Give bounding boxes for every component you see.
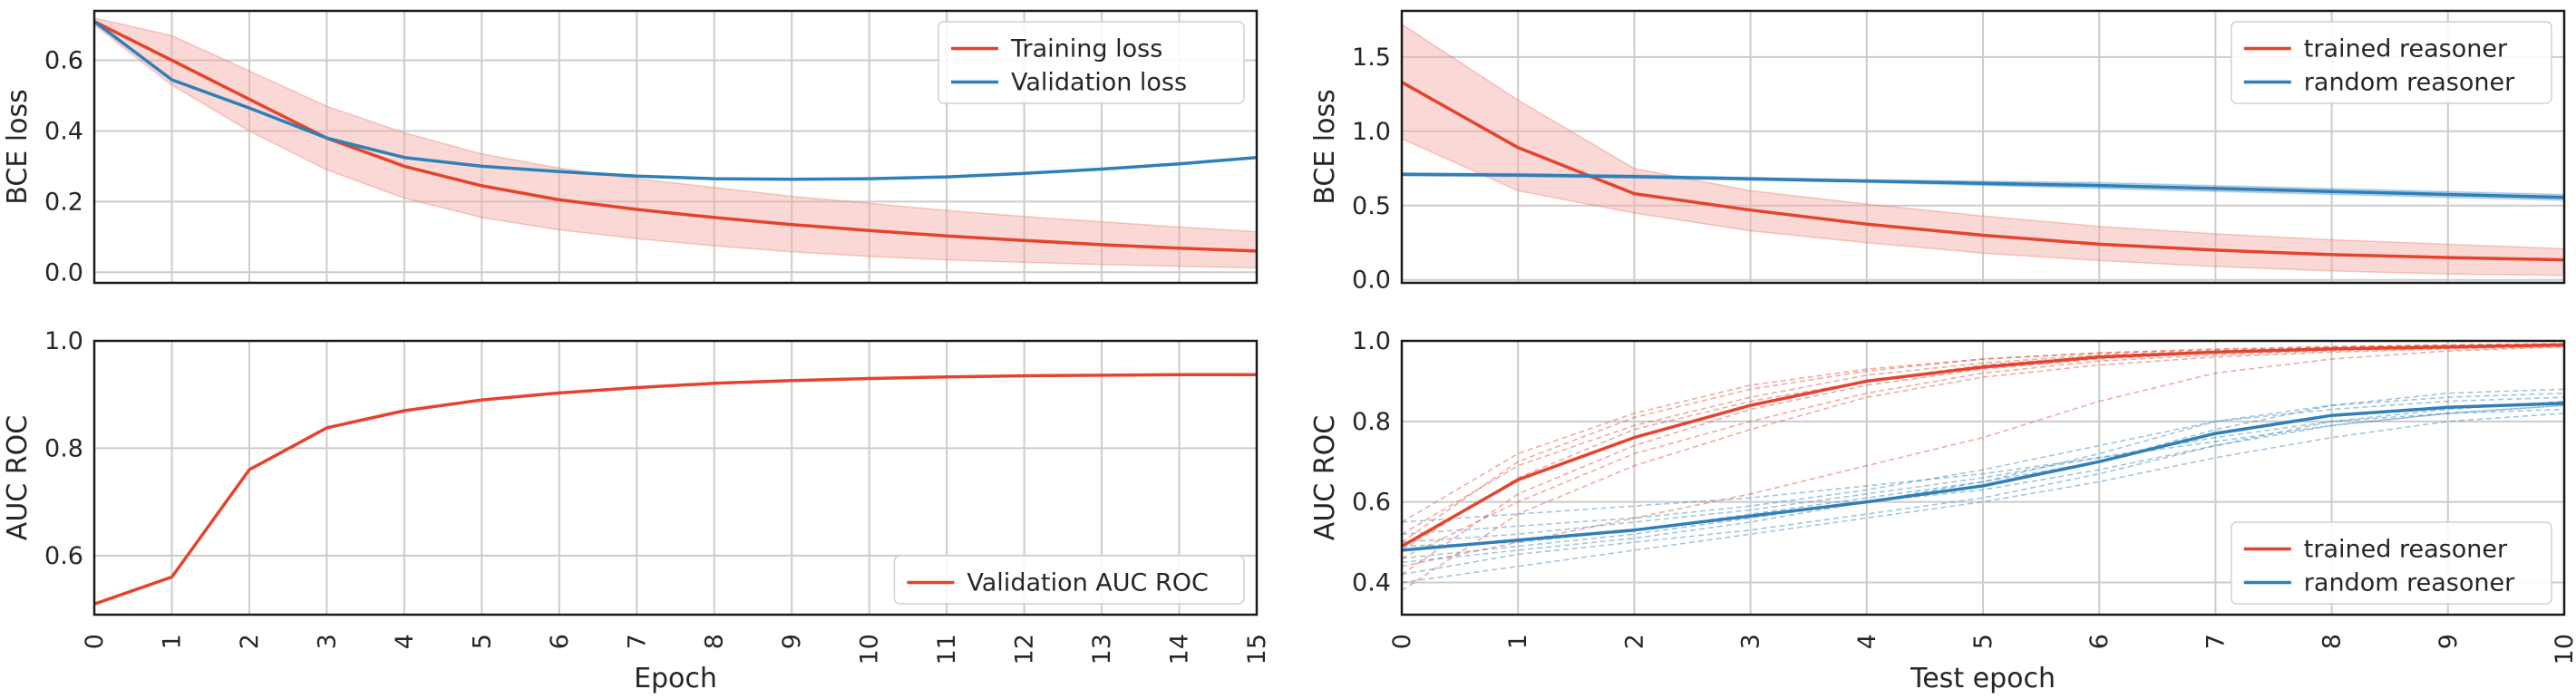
y-axis-label: AUC ROC xyxy=(2,415,34,540)
axes-frame xyxy=(1400,339,2566,616)
x-tick-label: 8 xyxy=(2318,634,2347,649)
individual-run-line-13 xyxy=(1402,404,2564,523)
axes-frame xyxy=(1400,9,2566,285)
legend-box xyxy=(893,555,1245,605)
individual-run-line-3 xyxy=(1402,343,2564,543)
individual-run-line-2 xyxy=(1402,345,2564,559)
series-line-0 xyxy=(94,373,1257,606)
individual-run-line-14 xyxy=(1402,413,2564,584)
legend-label-0: Training loss xyxy=(1010,35,1162,63)
confidence-band-0 xyxy=(94,17,1257,269)
legend-label-0: trained reasoner xyxy=(2304,536,2508,564)
x-tick-label: 4 xyxy=(1853,634,1881,649)
individual-run-line-11 xyxy=(1402,396,2564,535)
plot-area xyxy=(1402,343,2564,592)
x-tick-label: 6 xyxy=(546,634,574,649)
legend: Training loss Validation loss xyxy=(938,21,1245,104)
individual-run-line-9 xyxy=(1402,408,2564,543)
x-tick-label: 13 xyxy=(1088,634,1116,665)
y-tick-label: 0.8 xyxy=(1352,408,1391,436)
legend-label-1: random reasoner xyxy=(2304,569,2515,597)
x-tick-label: 7 xyxy=(2202,634,2230,649)
x-tick-label: 3 xyxy=(313,634,341,649)
x-tick-label: 11 xyxy=(933,634,961,665)
individual-run-line-10 xyxy=(1402,400,2564,576)
chart-panel-3: 0.4 0.6 0.8 1.0 0 1 2 3 4 5 6 7 8 9 10 AUC ROC Test epoc… xyxy=(1309,327,2576,694)
x-tick-label: 15 xyxy=(1243,634,1271,665)
legend: trained reasoner random reasoner xyxy=(2231,21,2552,104)
series-line-1 xyxy=(1402,402,2564,552)
series-line-1 xyxy=(94,20,1257,181)
x-tick-label: 5 xyxy=(468,634,496,649)
x-tick-label: 9 xyxy=(778,634,806,649)
individual-run-line-7 xyxy=(1402,344,2564,551)
series-line-1 xyxy=(1402,172,2564,199)
x-tick-label: 14 xyxy=(1166,634,1194,665)
y-tick-label: 0.4 xyxy=(44,117,83,145)
legend-box xyxy=(2231,521,2552,605)
x-tick-label: 3 xyxy=(1737,634,1765,649)
y-tick-label: 0.0 xyxy=(44,258,83,286)
series-line-0 xyxy=(94,20,1257,253)
individual-run-line-6 xyxy=(1402,345,2564,568)
x-tick-label: 1 xyxy=(158,634,186,649)
y-axis-label: BCE loss xyxy=(2,89,34,204)
x-tick-label: 7 xyxy=(623,634,651,649)
y-tick-label: 1.0 xyxy=(1352,118,1391,146)
legend-label-1: Validation loss xyxy=(1011,69,1187,97)
y-tick-label: 0.6 xyxy=(44,542,83,570)
plot-area xyxy=(94,373,1257,606)
axes-frame xyxy=(92,339,1259,616)
y-axis-label: BCE loss xyxy=(1309,89,1341,204)
x-tick-label: 1 xyxy=(1504,634,1532,649)
legend: Validation AUC ROC xyxy=(893,555,1245,605)
x-tick-label: 9 xyxy=(2435,634,2463,649)
series-line-0 xyxy=(1402,343,2564,549)
chart-panel-1: 0.0 0.5 1.0 1.5 BCE loss trained reasoner rand… xyxy=(1309,9,2566,295)
y-tick-label: 0.6 xyxy=(44,47,83,75)
legend: trained reasoner random reasoner xyxy=(2231,521,2552,605)
chart-panel-0: 0.0 0.2 0.4 0.6 BCE loss Training loss Validat… xyxy=(2,9,1259,286)
x-tick-label: 10 xyxy=(856,634,884,665)
x-tick-label: 5 xyxy=(1969,634,1998,649)
x-axis-label: Epoch xyxy=(634,663,717,694)
y-tick-label: 0.8 xyxy=(44,434,83,462)
x-tick-label: 6 xyxy=(2085,634,2114,649)
x-tick-label: 4 xyxy=(391,634,419,649)
x-tick-label: 0 xyxy=(1388,634,1416,649)
plot-area xyxy=(94,17,1257,269)
individual-run-line-12 xyxy=(1402,404,2564,559)
y-tick-label: 1.0 xyxy=(1352,327,1391,355)
x-tick-label: 0 xyxy=(81,634,109,649)
x-tick-label: 12 xyxy=(1011,634,1039,665)
x-tick-label: 8 xyxy=(701,634,729,649)
y-tick-label: 0.0 xyxy=(1352,267,1391,295)
y-tick-label: 0.2 xyxy=(44,188,83,216)
legend-label-0: trained reasoner xyxy=(2304,35,2508,63)
y-axis-label: AUC ROC xyxy=(1309,415,1341,540)
series-line-0 xyxy=(1402,81,2564,262)
x-tick-label: 10 xyxy=(2551,634,2576,665)
legend-box xyxy=(938,21,1245,104)
y-tick-label: 0.5 xyxy=(1352,192,1391,220)
y-tick-label: 0.4 xyxy=(1352,568,1391,597)
legend-label-0: Validation AUC ROC xyxy=(967,569,1208,597)
individual-run-line-5 xyxy=(1402,343,2564,523)
x-tick-label: 2 xyxy=(236,634,264,649)
legend-label-1: random reasoner xyxy=(2304,69,2515,97)
confidence-band-0 xyxy=(1402,23,2564,277)
x-axis-label: Test epoch xyxy=(1910,663,2056,694)
x-tick-label: 2 xyxy=(1620,634,1648,649)
legend-box xyxy=(2231,21,2552,104)
y-tick-label: 0.6 xyxy=(1352,489,1391,517)
y-tick-label: 1.5 xyxy=(1352,44,1391,72)
axes-frame xyxy=(92,9,1259,285)
individual-run-line-8 xyxy=(1402,392,2564,564)
plot-area xyxy=(1402,23,2564,277)
y-tick-label: 1.0 xyxy=(44,327,83,355)
